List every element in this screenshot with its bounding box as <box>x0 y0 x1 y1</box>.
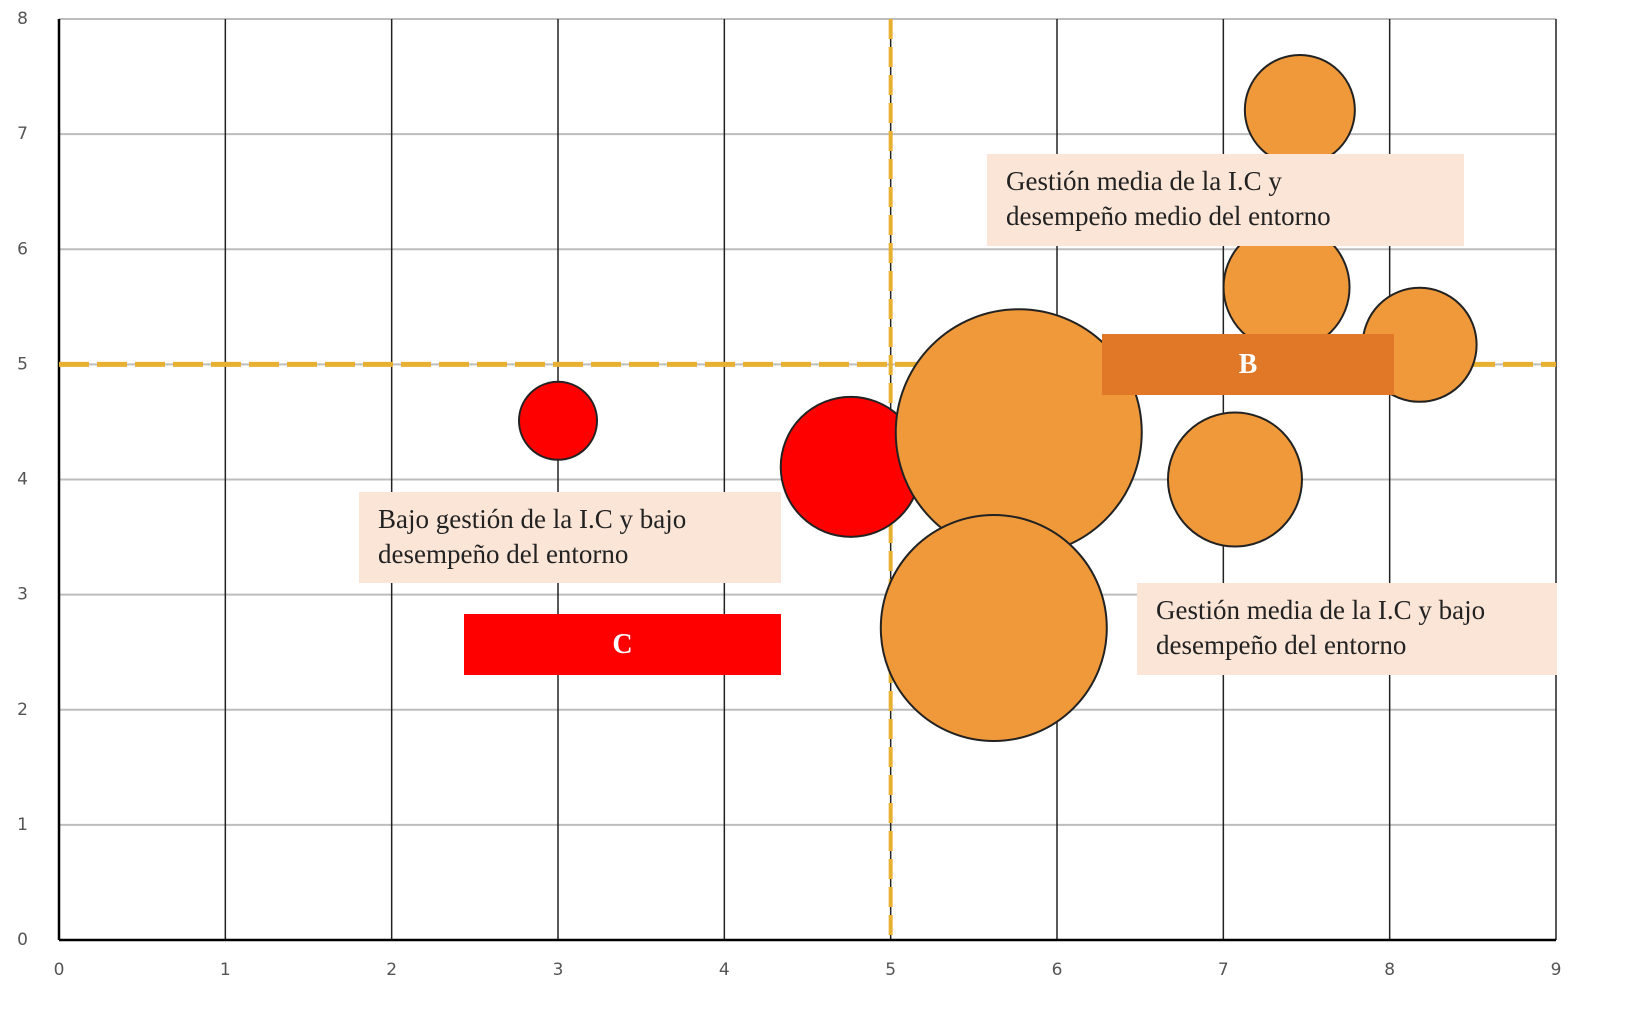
annotation-text: Gestión media de la I.C y bajo <box>1156 595 1485 625</box>
x-tick-label: 2 <box>386 960 397 980</box>
annotation-text: desempeño medio del entorno <box>1006 201 1331 231</box>
annotation-tag: C <box>612 629 632 660</box>
bubble <box>1166 411 1303 548</box>
y-tick-label: 2 <box>17 700 28 720</box>
y-tick-label: 5 <box>17 354 28 374</box>
x-tick-label: 8 <box>1384 960 1395 980</box>
x-tick-label: 9 <box>1551 960 1562 980</box>
x-tick-label: 7 <box>1218 960 1229 980</box>
annotation-box <box>464 614 781 675</box>
y-tick-label: 8 <box>17 9 28 29</box>
x-tick-label: 5 <box>885 960 896 980</box>
y-tick-label: 1 <box>17 815 28 835</box>
annotation-text: Bajo gestión de la I.C y bajo <box>378 504 686 534</box>
x-tick-label: 4 <box>719 960 730 980</box>
x-tick-label: 6 <box>1052 960 1063 980</box>
y-tick-label: 6 <box>17 239 28 259</box>
bubble <box>879 514 1108 743</box>
x-tick-label: 1 <box>220 960 231 980</box>
y-tick-label: 0 <box>17 930 28 950</box>
y-tick-label: 3 <box>17 585 28 605</box>
x-tick-label: 3 <box>553 960 564 980</box>
bubble <box>518 380 598 461</box>
annotation-text: Gestión media de la I.C y <box>1006 166 1282 196</box>
bubble <box>1243 53 1356 166</box>
y-tick-label: 4 <box>17 470 28 490</box>
annotation-text: desempeño del entorno <box>378 539 628 569</box>
annotation-tag: B <box>1239 349 1258 380</box>
x-tick-label: 0 <box>54 960 65 980</box>
y-tick-label: 7 <box>17 124 28 144</box>
annotation-box <box>1137 583 1557 675</box>
annotation-box <box>987 154 1464 246</box>
annotation-box <box>359 492 781 583</box>
annotation-text: desempeño del entorno <box>1156 630 1406 660</box>
annotation-box <box>1102 334 1394 395</box>
